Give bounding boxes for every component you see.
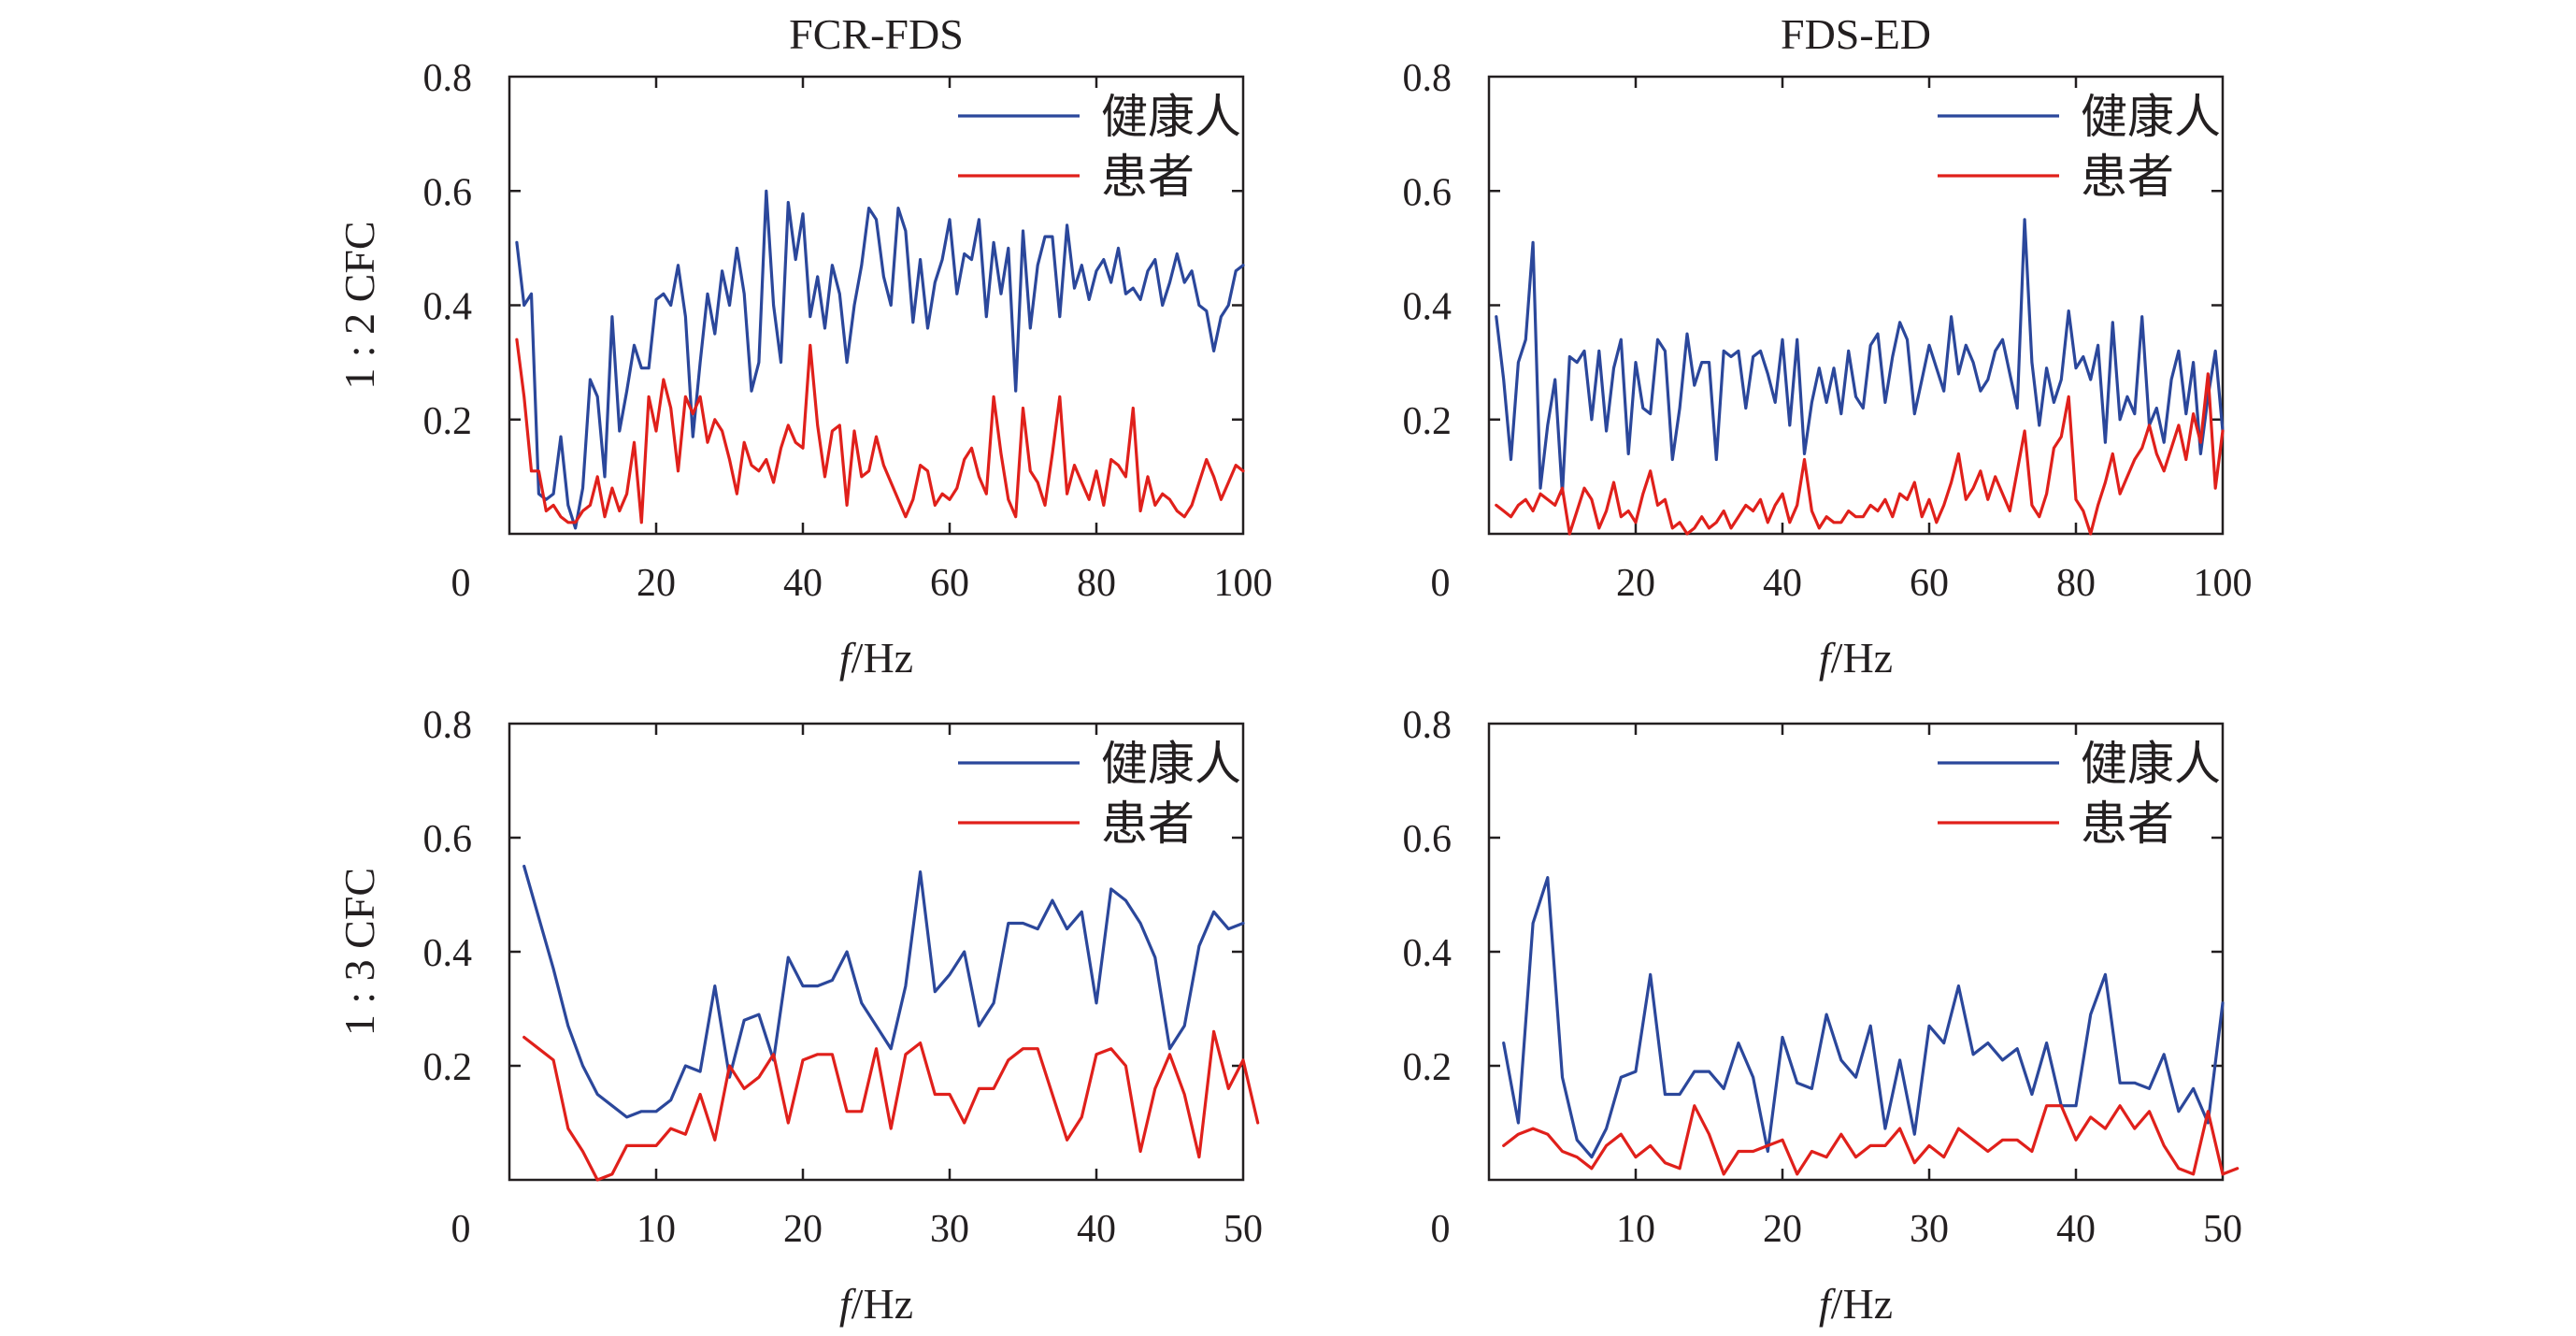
plot-frame xyxy=(1487,722,2225,1182)
y-axis-title: 1 : 2 CFC xyxy=(336,221,383,389)
series-line-healthy xyxy=(515,189,1245,530)
x-tick-label: 20 xyxy=(783,1208,823,1251)
x-tick-label: 80 xyxy=(2056,562,2096,605)
x-axis-title-unit: /Hz xyxy=(852,1280,913,1328)
legend-label-healthy: 健康人 xyxy=(2081,737,2221,791)
x-axis-title: f/Hz xyxy=(839,634,913,682)
x-tick-label: 80 xyxy=(1077,562,1116,605)
y-tick-label: 0.6 xyxy=(423,818,473,861)
y-tick-label: 0.2 xyxy=(423,400,473,443)
x-tick-label: 0 xyxy=(1431,562,1451,605)
series-line-healthy xyxy=(522,864,1245,1119)
x-axis-title: f/Hz xyxy=(1819,634,1893,682)
y-tick-label: 0.6 xyxy=(423,171,473,214)
x-axis-title-unit: /Hz xyxy=(852,634,913,682)
legend-label-healthy: 健康人 xyxy=(1101,90,1241,144)
x-axis-title-unit: /Hz xyxy=(1831,634,1893,682)
x-tick-label: 40 xyxy=(1077,1208,1116,1251)
y-tick-label: 0.2 xyxy=(1403,400,1453,443)
x-axis-title: f/Hz xyxy=(1819,1280,1893,1328)
y-tick-label: 0.6 xyxy=(1403,171,1453,214)
legend-label-healthy: 健康人 xyxy=(2081,90,2221,144)
x-tick-label: 50 xyxy=(1224,1208,1263,1251)
y-tick-label: 0.4 xyxy=(423,286,473,329)
x-tick-label: 30 xyxy=(930,1208,969,1251)
legend-label-healthy: 健康人 xyxy=(1101,737,1241,791)
y-tick-label: 0.4 xyxy=(1403,286,1453,329)
x-axis-title: f/Hz xyxy=(839,1280,913,1328)
x-tick-label: 40 xyxy=(2056,1208,2096,1251)
x-tick-label: 100 xyxy=(1214,562,1273,605)
plot-frame xyxy=(508,75,1245,536)
x-tick-label: 20 xyxy=(1763,1208,1802,1251)
x-tick-label: 50 xyxy=(2203,1208,2242,1251)
x-tick-label: 20 xyxy=(1616,562,1655,605)
series-line-patient xyxy=(1502,1104,2240,1176)
panel-title: FCR-FDS xyxy=(789,10,964,58)
panel-fcr-fds-1-3: 0 10 20 30 40 50 0.2 0.4 0.6 0.8 f/Hz 1 : 3 CFC 健康人患… xyxy=(336,704,1263,1328)
y-tick-label: 0.8 xyxy=(1403,704,1453,747)
legend-label-patient: 患者 xyxy=(1101,150,1195,204)
legend-label-patient: 患者 xyxy=(1101,797,1195,851)
x-tick-label: 10 xyxy=(637,1208,676,1251)
legend-label-patient: 患者 xyxy=(2081,150,2174,204)
panel-title: FDS-ED xyxy=(1781,10,1931,58)
series-line-patient xyxy=(1495,372,2225,536)
y-tick-label: 0.8 xyxy=(1403,57,1453,100)
series-line-healthy xyxy=(1502,876,2225,1159)
x-tick-label: 40 xyxy=(783,562,823,605)
x-tick-label: 0 xyxy=(451,562,471,605)
x-tick-label: 30 xyxy=(1910,1208,1949,1251)
x-tick-label: 100 xyxy=(2194,562,2253,605)
y-tick-label: 0.6 xyxy=(1403,818,1453,861)
y-tick-label: 0.2 xyxy=(423,1046,473,1089)
x-axis-title-unit: /Hz xyxy=(1831,1280,1893,1328)
y-axis-title: 1 : 3 CFC xyxy=(336,868,383,1036)
x-tick-label: 10 xyxy=(1616,1208,1655,1251)
y-tick-label: 0.8 xyxy=(423,704,473,747)
series-line-patient xyxy=(522,1029,1260,1182)
x-tick-label: 0 xyxy=(1431,1208,1451,1251)
x-tick-label: 40 xyxy=(1763,562,1802,605)
x-tick-label: 20 xyxy=(637,562,676,605)
x-tick-label: 60 xyxy=(1910,562,1949,605)
panel-fcr-fds-1-2: 0 20 40 60 80 100 0.2 0.4 0.6 0.8 FCR-FDS f/Hz 1 : 2… xyxy=(336,10,1273,682)
series-line-patient xyxy=(515,338,1245,524)
y-tick-label: 0.4 xyxy=(1403,932,1453,975)
series-line-healthy xyxy=(1495,218,2225,496)
x-tick-label: 0 xyxy=(451,1208,471,1251)
x-tick-label: 60 xyxy=(930,562,969,605)
legend-label-patient: 患者 xyxy=(2081,797,2174,851)
y-tick-label: 0.8 xyxy=(423,57,473,100)
plot-frame xyxy=(1487,75,2225,536)
y-tick-label: 0.4 xyxy=(423,932,473,975)
y-tick-label: 0.2 xyxy=(1403,1046,1453,1089)
